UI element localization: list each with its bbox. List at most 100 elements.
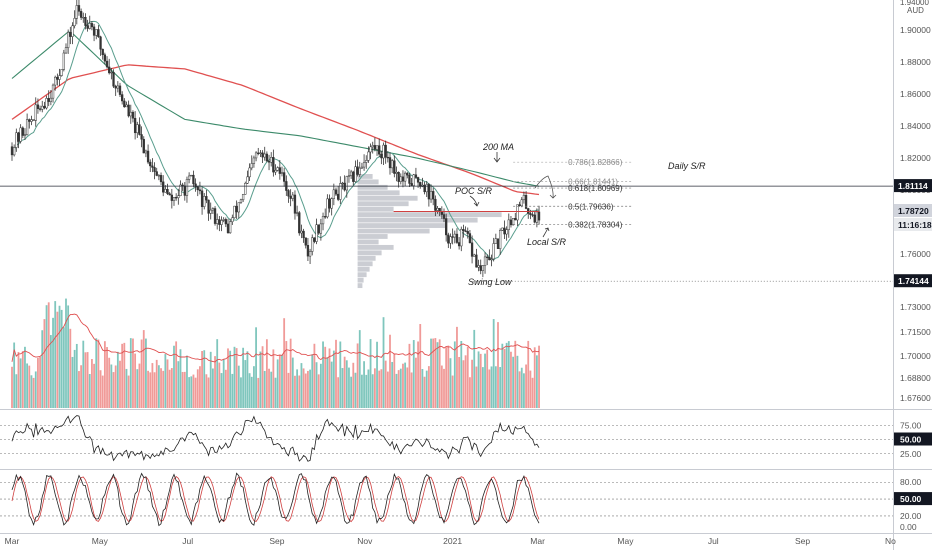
candle-body (136, 125, 138, 133)
candle-body (506, 230, 508, 234)
volume-bar (488, 369, 490, 408)
volume-bar (238, 366, 240, 408)
currency-label: AUD (907, 6, 924, 15)
price-tick-label: 1.67600 (900, 393, 931, 403)
candle-body (493, 244, 495, 259)
volume-bar (454, 341, 456, 408)
volume-bar (242, 348, 244, 408)
candle-body (519, 205, 521, 206)
candle-body (417, 177, 419, 182)
candle-body (288, 191, 290, 197)
volume-bar (486, 350, 488, 408)
volume-bar (480, 354, 482, 408)
volume-bar (208, 377, 210, 408)
volume-bar (26, 363, 28, 408)
volume-bar (473, 330, 475, 408)
candle-body (212, 209, 214, 211)
candle-body (517, 205, 519, 220)
candle-body (218, 220, 220, 225)
candle-body (268, 161, 270, 162)
volume-bar (359, 330, 361, 408)
candle-body (22, 128, 24, 136)
candle-body (28, 120, 30, 122)
volume-bar (536, 355, 538, 408)
volume-bar (309, 370, 311, 408)
candle-body (361, 167, 363, 168)
candle-body (227, 224, 229, 233)
volume-bar (134, 354, 136, 408)
volume-bar (268, 369, 270, 408)
volume-bar (56, 312, 58, 408)
profile-bar (358, 201, 409, 206)
time-tick-label: No (885, 536, 896, 546)
candle-body (54, 77, 56, 85)
candle-body (445, 219, 447, 235)
candle-body (491, 259, 493, 260)
volume-bar (497, 322, 499, 408)
volume-bar (519, 371, 521, 408)
local-sr-annotation: Local S/R (527, 237, 567, 247)
volume-bar (158, 365, 160, 408)
volume-bar (218, 363, 220, 408)
volume-bar (188, 377, 190, 408)
candle-body (59, 76, 61, 80)
candle-body (296, 213, 298, 214)
volume-bar (108, 358, 110, 408)
volume-bar (123, 343, 125, 408)
candle-body (350, 172, 352, 176)
candle-body (186, 179, 188, 195)
price-tick-label: 1.84000 (900, 121, 931, 131)
candle-body (188, 176, 190, 179)
candle-body (523, 195, 525, 200)
volume-bar (44, 319, 46, 408)
profile-bar (358, 256, 376, 261)
candle-body (495, 239, 497, 244)
candle-body (229, 222, 231, 233)
candle-body (152, 166, 154, 168)
volume-bar (417, 341, 419, 408)
volume-bar (389, 335, 391, 408)
candle-body (478, 266, 480, 268)
candle-body (404, 173, 406, 181)
volume-bar (514, 341, 516, 408)
volume-bar (253, 366, 255, 408)
volume-bar (333, 351, 335, 408)
candle-body (467, 231, 469, 233)
volume-bar (234, 347, 236, 408)
volume-bar (398, 370, 400, 408)
candle-body (95, 29, 97, 35)
rsi-marker-label: 50.00 (900, 435, 922, 445)
volume-bar (350, 377, 352, 408)
volume-bar (76, 344, 78, 408)
volume-bar (307, 371, 309, 408)
candle-body (409, 175, 411, 183)
candle-body (37, 105, 39, 109)
candle-body (177, 196, 179, 198)
candle-body (110, 72, 112, 73)
volume-bar (223, 359, 225, 408)
candle-body (74, 18, 76, 26)
volume-bar (203, 350, 205, 408)
price-tick-label: 1.68800 (900, 373, 931, 383)
volume-bar (294, 376, 296, 408)
candle-body (143, 139, 145, 153)
volume-bar (22, 351, 24, 408)
candle-body (147, 151, 149, 162)
volume-bar (458, 357, 460, 408)
candle-body (255, 153, 257, 158)
volume-bar (318, 374, 320, 408)
candle-body (277, 168, 279, 171)
stoch-tick-label: 20.00 (900, 511, 922, 521)
volume-bar (281, 355, 283, 408)
rsi-tick-label: 75.00 (900, 420, 922, 430)
candle-body (454, 234, 456, 237)
volume-bar (491, 366, 493, 408)
volume-bar (89, 374, 91, 408)
price-tick-label: 1.70000 (900, 351, 931, 361)
volume-bar (402, 364, 404, 408)
candle-body (149, 162, 151, 166)
volume-bar (214, 356, 216, 408)
candle-body (158, 175, 160, 176)
candle-body (225, 219, 227, 224)
